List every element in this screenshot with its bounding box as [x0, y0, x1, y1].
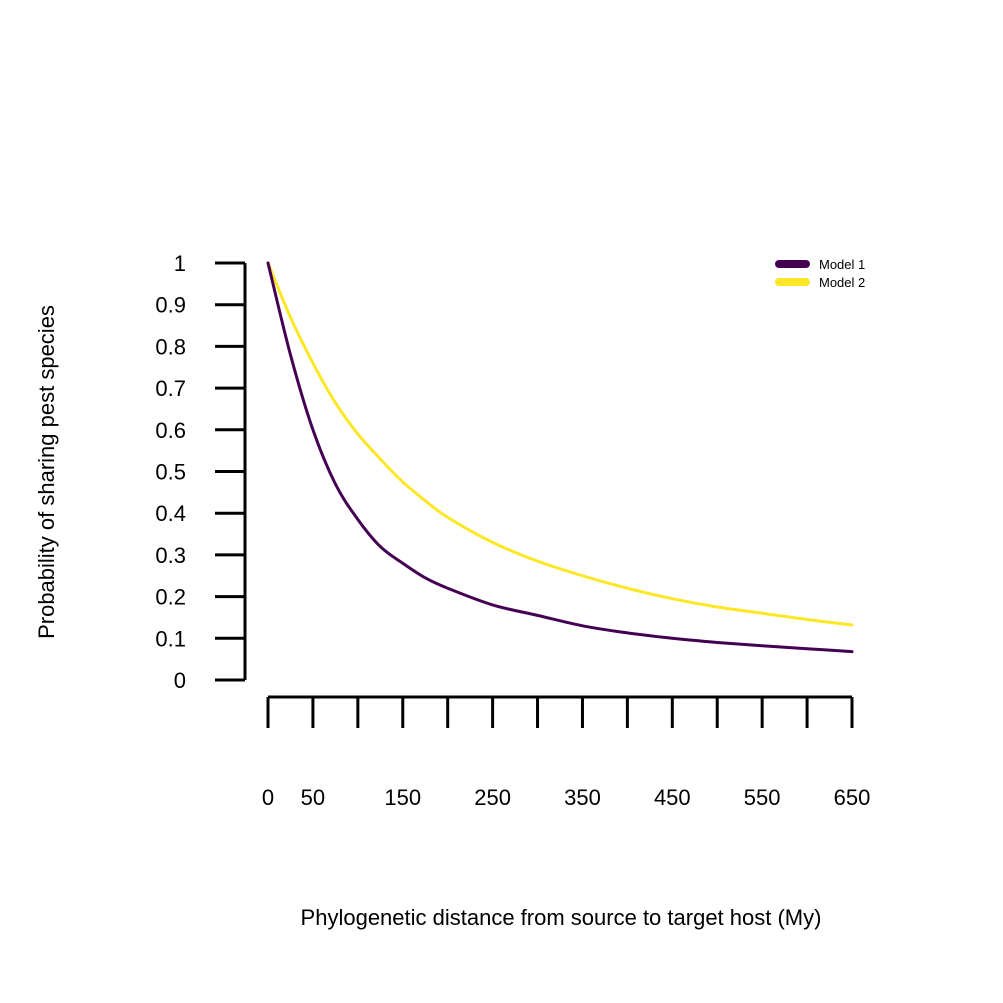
y-axis-title: Probability of sharing pest species: [34, 305, 59, 639]
x-tick-label: 450: [654, 785, 691, 810]
x-tick-label: 650: [834, 785, 871, 810]
y-tick-label: 0.5: [155, 460, 186, 485]
x-tick-label: 550: [744, 785, 781, 810]
x-tick-label: 350: [564, 785, 601, 810]
y-tick-label: 0.3: [155, 543, 186, 568]
x-axis-title: Phylogenetic distance from source to tar…: [301, 905, 822, 930]
y-tick-label: 1: [174, 251, 186, 276]
y-tick-label: 0.4: [155, 501, 186, 526]
y-axis: 0 0.1 0.2 0.3 0.4 0.5 0.6 0.7 0.8 0.9 1: [155, 251, 247, 693]
y-tick-label: 0.7: [155, 376, 186, 401]
legend: Model 1 Model 2: [775, 257, 865, 290]
series-line-model-2: [266, 261, 854, 627]
y-tick-label: 0.9: [155, 293, 186, 318]
series-lines: [266, 261, 854, 654]
series-line-model-1: [266, 261, 854, 654]
y-tick-label: 0.1: [155, 626, 186, 651]
x-tick-label: 50: [301, 785, 325, 810]
y-tick-label: 0.2: [155, 585, 186, 610]
y-tick-label: 0: [174, 668, 186, 693]
x-tick-label: 150: [384, 785, 421, 810]
legend-label-model-1: Model 1: [819, 257, 865, 272]
legend-label-model-2: Model 2: [819, 275, 865, 290]
y-tick-label: 0.8: [155, 334, 186, 359]
x-axis: 0 50 150 250 350 450 550 650: [262, 695, 871, 810]
x-tick-label: 0: [262, 785, 274, 810]
y-tick-label: 0.6: [155, 418, 186, 443]
x-tick-label: 250: [474, 785, 511, 810]
